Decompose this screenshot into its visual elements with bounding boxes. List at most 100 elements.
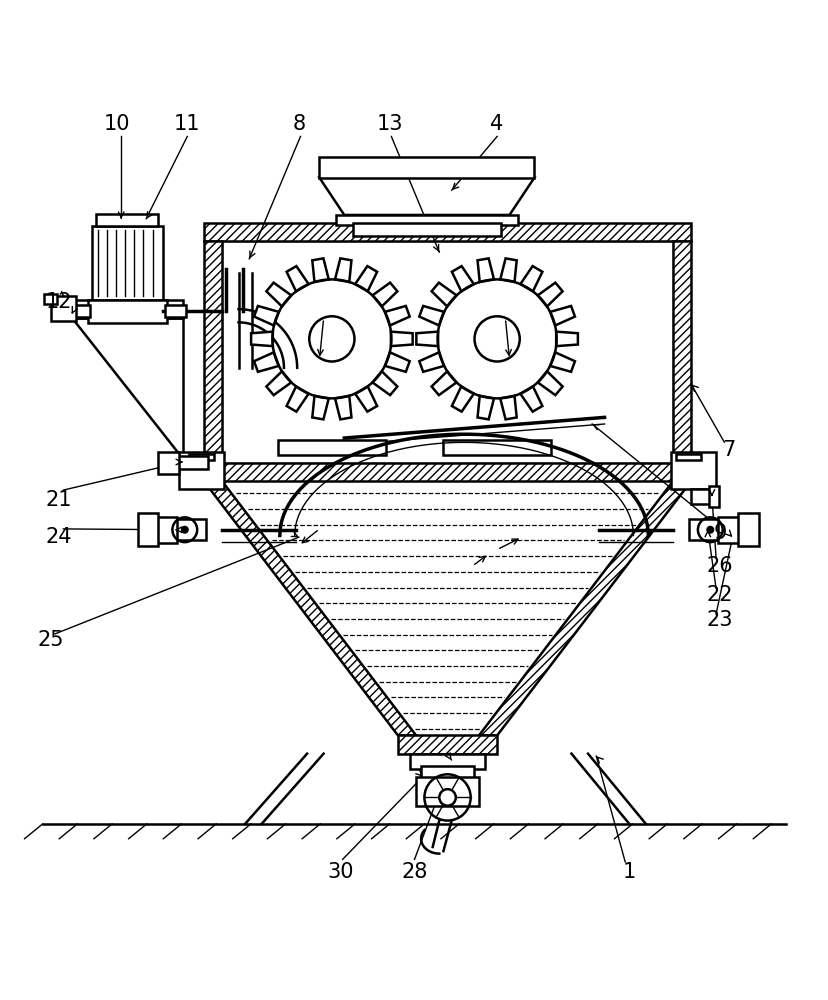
Polygon shape (499, 396, 516, 419)
Polygon shape (550, 306, 575, 326)
Bar (63, 305, 89, 317)
Text: 24: 24 (46, 527, 72, 547)
Text: 21: 21 (46, 490, 72, 510)
Text: 23: 23 (706, 610, 733, 630)
Bar (397, 735, 497, 754)
Polygon shape (253, 352, 278, 372)
Polygon shape (372, 283, 397, 306)
Bar (51, 296, 75, 321)
Bar (137, 513, 158, 546)
Bar (443, 440, 550, 455)
Text: 25: 25 (37, 630, 64, 650)
Polygon shape (520, 266, 542, 291)
Bar (319, 157, 534, 178)
Bar (676, 454, 700, 460)
Bar (189, 454, 214, 460)
Bar (71, 300, 183, 318)
Polygon shape (419, 306, 444, 326)
Text: 9: 9 (713, 523, 726, 543)
Polygon shape (204, 481, 416, 735)
Text: 1: 1 (622, 862, 635, 882)
Polygon shape (537, 371, 562, 395)
Polygon shape (266, 283, 291, 306)
Bar (717, 517, 740, 543)
Text: 7: 7 (721, 440, 734, 460)
Text: 12: 12 (46, 292, 72, 312)
Polygon shape (286, 386, 308, 412)
Polygon shape (312, 396, 329, 419)
Bar (175, 456, 208, 469)
Bar (335, 215, 518, 225)
Bar (352, 223, 501, 236)
Circle shape (416, 258, 577, 420)
Polygon shape (372, 371, 397, 395)
Bar (92, 226, 162, 300)
Polygon shape (477, 396, 493, 419)
Bar (421, 766, 474, 781)
Bar (691, 489, 711, 504)
Polygon shape (391, 332, 412, 346)
Polygon shape (550, 352, 575, 372)
Polygon shape (451, 386, 474, 412)
Polygon shape (537, 283, 562, 306)
Polygon shape (431, 371, 456, 395)
Polygon shape (419, 352, 444, 372)
Bar (96, 214, 158, 226)
Polygon shape (384, 306, 409, 326)
Bar (278, 440, 385, 455)
Polygon shape (266, 371, 291, 395)
Polygon shape (312, 258, 329, 282)
Bar (165, 305, 185, 317)
Bar (204, 223, 691, 241)
Text: 26: 26 (706, 556, 733, 576)
Polygon shape (335, 396, 351, 419)
Bar (709, 486, 719, 507)
Circle shape (251, 258, 412, 420)
Polygon shape (479, 481, 691, 735)
Bar (688, 519, 720, 540)
Bar (88, 300, 166, 323)
Bar (45, 294, 56, 304)
Bar (154, 517, 177, 543)
Text: 11: 11 (174, 114, 200, 134)
Bar (416, 777, 479, 806)
Bar (670, 452, 715, 489)
Bar (410, 754, 484, 769)
Text: 22: 22 (706, 585, 733, 605)
Polygon shape (253, 306, 278, 326)
Bar (672, 241, 691, 463)
Polygon shape (354, 386, 377, 412)
Text: 10: 10 (104, 114, 130, 134)
Bar (204, 463, 691, 481)
Bar (179, 452, 224, 489)
Bar (158, 452, 179, 474)
Polygon shape (477, 258, 493, 282)
Polygon shape (286, 266, 308, 291)
Polygon shape (556, 332, 577, 346)
Bar (175, 519, 206, 540)
Polygon shape (335, 258, 351, 282)
Polygon shape (416, 332, 437, 346)
Polygon shape (520, 386, 542, 412)
Polygon shape (499, 258, 516, 282)
Circle shape (309, 316, 354, 361)
Text: 30: 30 (326, 862, 353, 882)
Polygon shape (354, 266, 377, 291)
Bar (738, 513, 758, 546)
Polygon shape (384, 352, 409, 372)
Text: 4: 4 (490, 114, 503, 134)
Polygon shape (319, 178, 534, 215)
Circle shape (474, 316, 519, 361)
Text: 8: 8 (292, 114, 305, 134)
Circle shape (706, 526, 713, 533)
Circle shape (181, 526, 188, 533)
Bar (222, 241, 672, 463)
Polygon shape (71, 318, 183, 459)
Polygon shape (451, 266, 474, 291)
Polygon shape (251, 332, 272, 346)
Polygon shape (431, 283, 456, 306)
Bar (204, 241, 222, 463)
Circle shape (439, 789, 455, 806)
Text: 13: 13 (376, 114, 402, 134)
Text: 28: 28 (401, 862, 427, 882)
